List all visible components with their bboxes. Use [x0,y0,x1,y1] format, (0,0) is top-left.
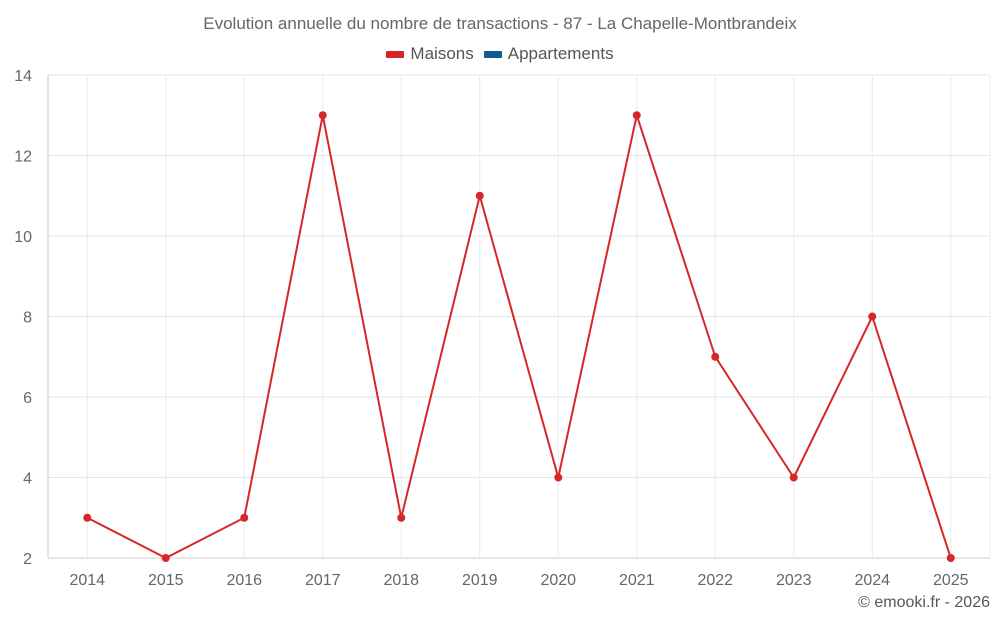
y-tick-label: 4 [23,471,32,488]
y-tick-label: 14 [14,68,32,85]
x-tick-label: 2020 [540,572,576,589]
legend-swatch-maisons [386,50,405,58]
legend-item-appartements[interactable]: Appartements [483,44,614,64]
x-tick-label: 2019 [462,572,498,589]
y-tick-label: 6 [23,390,32,407]
data-point [789,473,798,482]
y-tick-label: 8 [23,310,32,327]
x-tick-label: 2024 [854,572,890,589]
chart-legend: Maisons Appartements [0,44,1000,64]
series-line-maisons [86,111,952,560]
data-point [632,111,641,120]
x-tick-label: 2014 [69,572,105,589]
data-point [240,513,249,522]
credit-text: © emooki.fr - 2026 [858,594,990,611]
data-point [711,352,720,361]
chart-title: Evolution annuelle du nombre de transact… [203,14,797,33]
x-tick-label: 2021 [619,572,655,589]
data-point [475,191,484,200]
legend-label-appartements: Appartements [507,44,614,63]
data-point [868,312,877,321]
data-point [83,513,92,522]
x-tick-label: 2016 [226,572,262,589]
x-tick-label: 2017 [305,572,341,589]
data-point [554,473,563,482]
x-tick-label: 2022 [697,572,733,589]
y-tick-label: 10 [14,229,32,246]
x-tick-label: 2023 [776,572,812,589]
x-tick-label: 2018 [383,572,419,589]
data-point [397,513,406,522]
data-point [946,554,955,562]
legend-item-maisons[interactable]: Maisons [386,44,474,64]
x-tick-label: 2025 [933,572,969,589]
legend-swatch-appartements [483,50,502,58]
x-tick-label: 2015 [148,572,184,589]
data-point [318,111,327,120]
y-tick-label: 12 [14,149,32,166]
legend-label-maisons: Maisons [410,44,474,63]
data-point [161,554,170,562]
y-tick-label: 2 [23,551,32,568]
